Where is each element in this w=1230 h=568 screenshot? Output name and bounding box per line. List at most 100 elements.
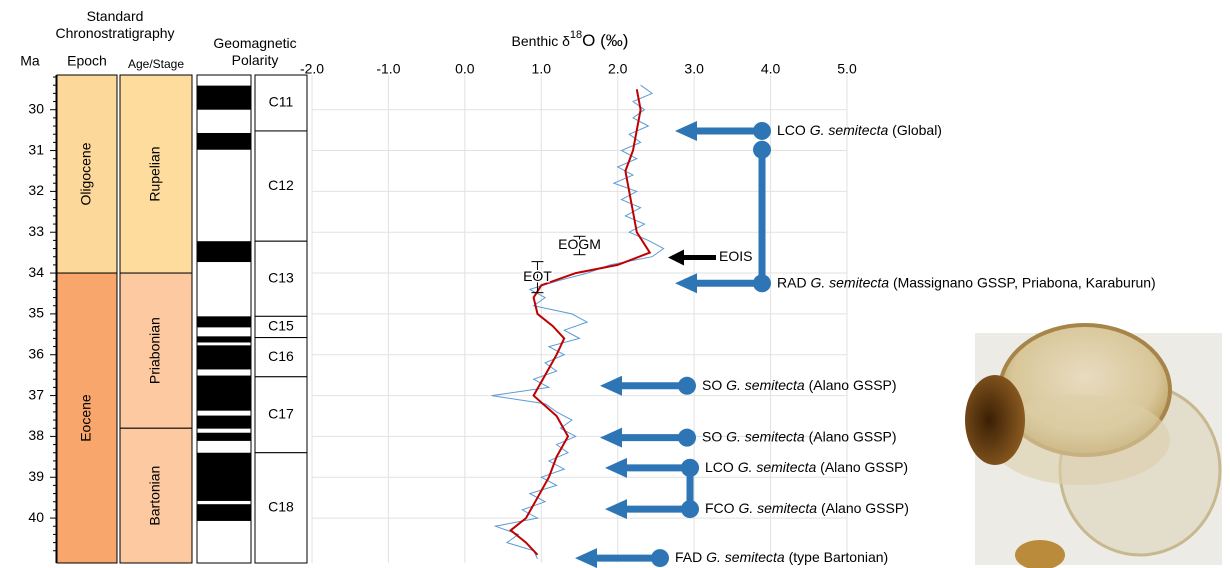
event-arrowhead <box>600 375 622 396</box>
event-label: SO G. semitecta (Alano GSSP) <box>702 376 897 392</box>
y-tick-label: 38 <box>28 427 44 443</box>
event-type: SO <box>702 428 722 444</box>
event-label: FAD G. semitecta (type Bartonian) <box>675 549 888 565</box>
event-type: FCO <box>705 500 735 516</box>
event-species: G. semitecta <box>810 274 889 290</box>
eois-label: EOIS <box>719 248 752 264</box>
event-locality: (Alano GSSP) <box>809 376 897 392</box>
x-tick-label: 1.0 <box>532 61 552 77</box>
x-tick-label: -2.0 <box>300 61 324 77</box>
y-tick-label: 33 <box>28 223 44 239</box>
y-tick-label: 39 <box>28 468 44 484</box>
y-tick-label: 34 <box>28 264 44 280</box>
x-tick-label: 4.0 <box>761 61 781 77</box>
event-arrowhead <box>605 499 627 520</box>
chron-label: C18 <box>268 499 294 515</box>
chart-title: Benthic δ18O (‰) <box>512 29 629 51</box>
event-species: G. semitecta <box>706 549 785 565</box>
chron <box>254 376 308 454</box>
epoch <box>56 74 118 274</box>
event-label: RAD G. semitecta (Massignano GSSP, Priab… <box>777 274 1156 290</box>
event-arrowhead <box>675 273 697 294</box>
chron-label: C16 <box>268 348 294 364</box>
stage-label: Priabonian <box>147 317 163 384</box>
stage-header: Age/Stage <box>128 57 184 71</box>
error-label: EOGM <box>558 236 601 252</box>
event-label: LCO G. semitecta (Alano GSSP) <box>705 459 908 475</box>
raw-curve <box>491 84 665 560</box>
normal-polarity <box>197 316 251 328</box>
epoch-label: Oligocene <box>78 142 94 205</box>
stage <box>119 74 193 274</box>
y-tick-label: 40 <box>28 509 44 525</box>
y-tick-label: 36 <box>28 345 44 361</box>
epoch-header: Epoch <box>67 53 107 69</box>
chron-label: C11 <box>269 94 294 110</box>
chron-label: C15 <box>268 318 294 334</box>
event-locality: (type Bartonian) <box>789 549 889 565</box>
event-species: G. semitecta <box>726 376 805 392</box>
event-locality: (Alano GSSP) <box>809 428 897 444</box>
event-species: G. semitecta <box>738 459 817 475</box>
event-dot <box>753 274 771 293</box>
chron <box>254 452 308 564</box>
event-dot <box>651 549 669 568</box>
normal-polarity <box>197 85 251 110</box>
epoch <box>56 272 118 564</box>
event-locality: (Alano GSSP) <box>820 459 908 475</box>
event-locality: (Alano GSSP) <box>821 500 909 516</box>
event-species: G. semitecta <box>738 500 817 516</box>
title-part: O (‰) <box>582 31 628 50</box>
event-type: LCO <box>777 122 806 138</box>
normal-polarity <box>197 132 251 150</box>
stage <box>119 272 193 429</box>
stage-label: Bartonian <box>147 466 163 526</box>
epoch-label: Eocene <box>78 394 94 442</box>
event-arrowhead <box>675 120 697 141</box>
x-tick-label: 0.0 <box>455 61 475 77</box>
event-label: LCO G. semitecta (Global) <box>777 122 942 138</box>
event-type: LCO <box>705 459 734 475</box>
normal-polarity <box>197 432 251 441</box>
event-type: RAD <box>777 274 807 290</box>
stage <box>119 427 193 564</box>
x-tick-label: 2.0 <box>608 61 628 77</box>
x-tick-label: 3.0 <box>684 61 704 77</box>
chron <box>254 337 308 378</box>
eois-arrowhead <box>668 249 684 266</box>
y-axis-title: Ma <box>20 53 40 69</box>
event-species: G. semitecta <box>726 428 805 444</box>
title-part: 18 <box>570 29 582 41</box>
event-locality: (Massignano GSSP, Priabona, Karaburun) <box>893 274 1156 290</box>
x-tick-label: 5.0 <box>837 61 857 77</box>
event-dot <box>753 121 771 140</box>
x-tick-label: -1.0 <box>376 61 400 77</box>
normal-polarity <box>197 375 251 411</box>
event-arrowhead <box>575 548 597 568</box>
normal-polarity <box>197 452 251 501</box>
event-arrowhead <box>605 457 627 478</box>
normal-polarity <box>197 504 251 521</box>
chron-label: C13 <box>268 269 294 285</box>
event-arrowhead <box>600 427 622 448</box>
normal-polarity <box>197 345 251 370</box>
y-tick-label: 32 <box>28 182 44 198</box>
event-dot <box>681 500 699 519</box>
range-dot <box>681 458 699 477</box>
polarity-header: Geomagnetic Polarity <box>213 35 297 68</box>
event-dot <box>678 376 696 395</box>
event-dot <box>678 428 696 447</box>
event-label: SO G. semitecta (Alano GSSP) <box>702 428 897 444</box>
title-part: Benthic δ <box>512 33 571 49</box>
normal-polarity <box>197 415 251 429</box>
normal-polarity <box>197 241 251 263</box>
stage-label: Rupelian <box>147 146 163 201</box>
error-label: EOT <box>523 268 552 284</box>
y-tick-label: 35 <box>28 305 44 321</box>
y-tick-label: 31 <box>28 141 44 157</box>
event-type: SO <box>702 376 722 392</box>
range-dot <box>753 140 771 159</box>
chron-label: C12 <box>268 177 294 193</box>
